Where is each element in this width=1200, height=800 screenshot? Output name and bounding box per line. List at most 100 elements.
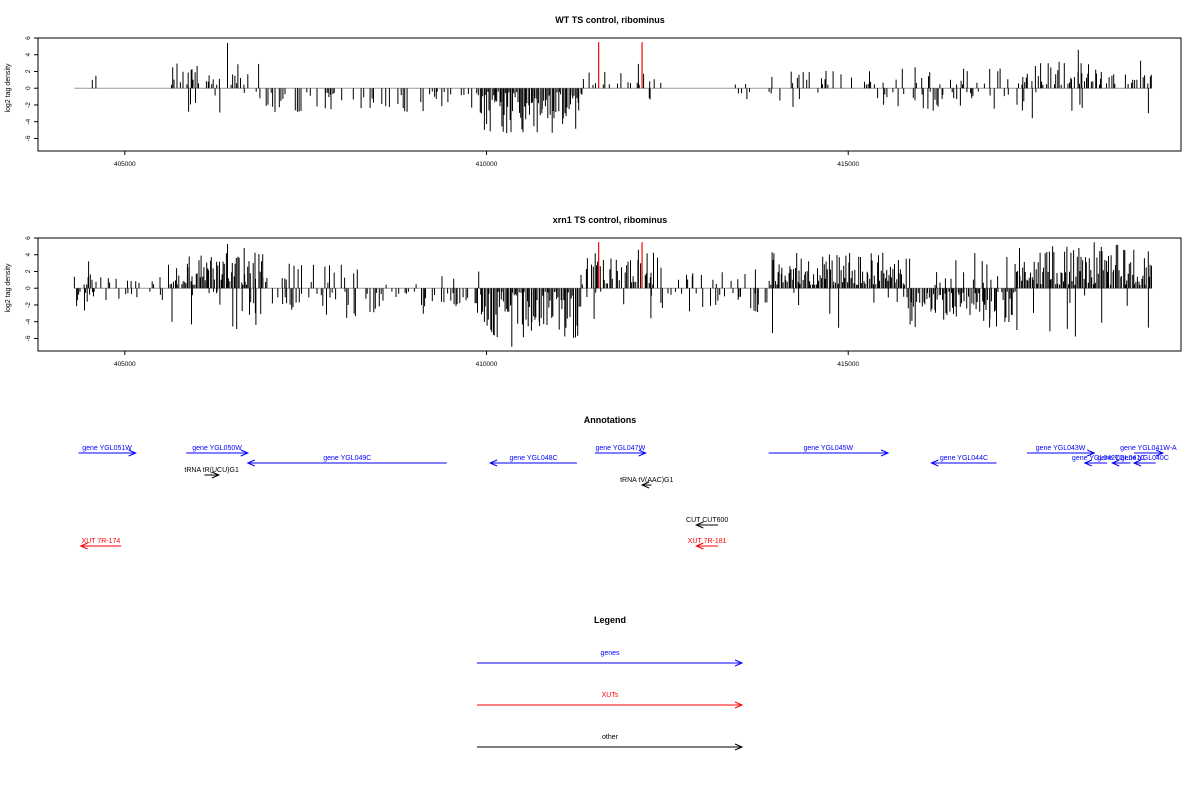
xrn1-track-plot-frame	[37, 237, 1182, 352]
annotation-feature: tRNA tV(AAC)G1	[620, 477, 674, 489]
feature-label: tRNA tR(UCU)G1	[184, 467, 239, 474]
y-tick-label: 6	[25, 236, 32, 240]
feature-arrow-head	[695, 542, 704, 550]
xrn1-track-highlights	[598, 242, 643, 289]
feature-label: gene YGL041W-A	[1120, 445, 1177, 452]
annotation-feature: gene YGL048C	[488, 455, 577, 467]
feature-arrow-head	[79, 542, 88, 550]
xrn1-track-x-axis: 405000 410000 415000	[114, 351, 859, 368]
annotation-feature: gene YGL044C	[930, 455, 997, 467]
annotation-feature: gene YGL045W	[768, 445, 890, 457]
feature-label: CUT CUT600	[686, 517, 728, 524]
annotation-feature: gene YGL042C	[1072, 455, 1120, 467]
feature-arrow-head	[1132, 459, 1142, 467]
y-tick-label: 2	[25, 69, 32, 73]
annotation-feature: gene YGL040C	[1121, 455, 1169, 467]
feature-label: gene YGL044C	[940, 455, 988, 462]
y-tick-label: 4	[25, 53, 32, 57]
feature-label: gene YGL042C	[1072, 455, 1120, 462]
feature-label: gene YGL049C	[323, 455, 371, 462]
feature-arrow-head	[1111, 459, 1120, 467]
xrn1-track-y-axis: 6 4 2 0 -2 -4 -6	[25, 236, 38, 341]
wt-track-y-axis: 6 4 2 0 -2 -4 -6	[25, 36, 38, 141]
y-tick-label: -2	[25, 302, 32, 308]
legend-entry-gene: genes	[477, 650, 744, 667]
density-bars	[73, 242, 1152, 347]
legend-entry-xut: XUTs	[477, 692, 744, 709]
legend-arrow-head	[734, 743, 744, 751]
y-tick-label: 0	[25, 86, 32, 90]
feature-arrow-head	[211, 471, 221, 479]
feature-label: gene YGL040C	[1121, 455, 1169, 462]
feature-label: gene YGL048C	[509, 455, 557, 462]
annotation-feature: tRNA tR(UCU)G1	[184, 467, 239, 479]
feature-label: XUT 7R-174	[82, 538, 121, 545]
x-tick-label: 405000	[114, 161, 136, 168]
xrn1-track-bars	[73, 242, 1152, 347]
xrn1-track-panel: xrn1 TS control, ribominus log2 tag dens…	[5, 215, 1182, 368]
y-tick-label: -4	[25, 318, 32, 324]
xrn1-track-ylabel: log2 tag density	[5, 263, 12, 313]
y-tick-label: -4	[25, 118, 32, 124]
x-tick-label: 405000	[114, 361, 136, 368]
feature-label: gene YGL045W	[803, 445, 853, 452]
wt-track-panel: WT TS control, ribominus log2 tag densit…	[5, 15, 1182, 168]
wt-track-x-axis: 405000 410000 415000	[114, 151, 859, 168]
feature-arrow-head	[246, 459, 255, 467]
feature-arrow-head	[695, 521, 704, 529]
annotation-feature: gene YGL041W-A	[1120, 445, 1177, 457]
feature-label: gene YGL047W	[596, 445, 646, 452]
wt-track-plot-frame	[37, 37, 1182, 152]
legend-arrow-head	[734, 701, 744, 709]
y-tick-label: -2	[25, 102, 32, 108]
annotations-title: Annotations	[584, 415, 637, 425]
feature-label: XUT 7R-181	[688, 538, 727, 545]
x-tick-label: 410000	[476, 161, 498, 168]
y-tick-label: 6	[25, 36, 32, 40]
legend-label: other	[602, 734, 619, 741]
xrn1-track-title: xrn1 TS control, ribominus	[553, 215, 668, 225]
x-tick-label: 415000	[837, 161, 859, 168]
annotation-feature: gene YGL051W	[78, 445, 137, 457]
annotation-features: gene YGL051W gene YGL050W tRNA tR(UCU)G1 ge…	[78, 445, 1177, 550]
x-tick-label: 410000	[476, 361, 498, 368]
feature-label: gene YGL051W	[82, 445, 132, 452]
annotation-feature: gene YGL041C	[1097, 455, 1145, 467]
feature-label: tRNA tV(AAC)G1	[620, 477, 673, 484]
wt-track-title: WT TS control, ribominus	[555, 15, 665, 25]
feature-arrow-head	[1083, 459, 1092, 467]
annotation-feature: gene YGL049C	[246, 455, 447, 467]
legend-title: Legend	[594, 615, 626, 625]
feature-arrow-head	[240, 449, 250, 457]
feature-arrow-head	[1086, 449, 1096, 457]
y-tick-label: -6	[25, 135, 32, 141]
feature-label: gene YGL050W	[192, 445, 242, 452]
annotation-feature: gene YGL050W	[186, 445, 250, 457]
legend-entry-other: other	[477, 734, 744, 751]
feature-arrow-head	[1155, 449, 1165, 457]
annotation-feature: XUT 7R-181	[688, 538, 727, 550]
annotation-feature: XUT 7R-174	[79, 538, 122, 550]
y-tick-label: -6	[25, 335, 32, 341]
wt-track-ylabel: log2 tag density	[5, 63, 12, 113]
wt-track-highlights	[598, 42, 643, 89]
feature-arrow-head	[640, 481, 650, 489]
feature-arrow-head	[880, 449, 890, 457]
wt-track-bars	[91, 43, 1152, 134]
feature-arrow-head	[930, 459, 939, 467]
legend-arrow-head	[734, 659, 744, 667]
legend-label: XUTs	[602, 692, 619, 699]
legend: Legend genes XUTs other	[477, 615, 744, 751]
annotation-feature: gene YGL043W	[1026, 445, 1096, 457]
legend-entries: genes XUTs other	[477, 650, 744, 751]
feature-label: gene YGL043W	[1036, 445, 1086, 452]
annotation-feature: gene YGL047W	[595, 445, 647, 457]
legend-label: genes	[600, 650, 620, 657]
density-bars	[91, 43, 1152, 134]
annotation-feature: CUT CUT600	[686, 517, 728, 529]
y-tick-label: 4	[25, 253, 32, 257]
feature-label: gene YGL041C	[1097, 455, 1145, 462]
x-tick-label: 415000	[837, 361, 859, 368]
y-tick-label: 0	[25, 286, 32, 290]
